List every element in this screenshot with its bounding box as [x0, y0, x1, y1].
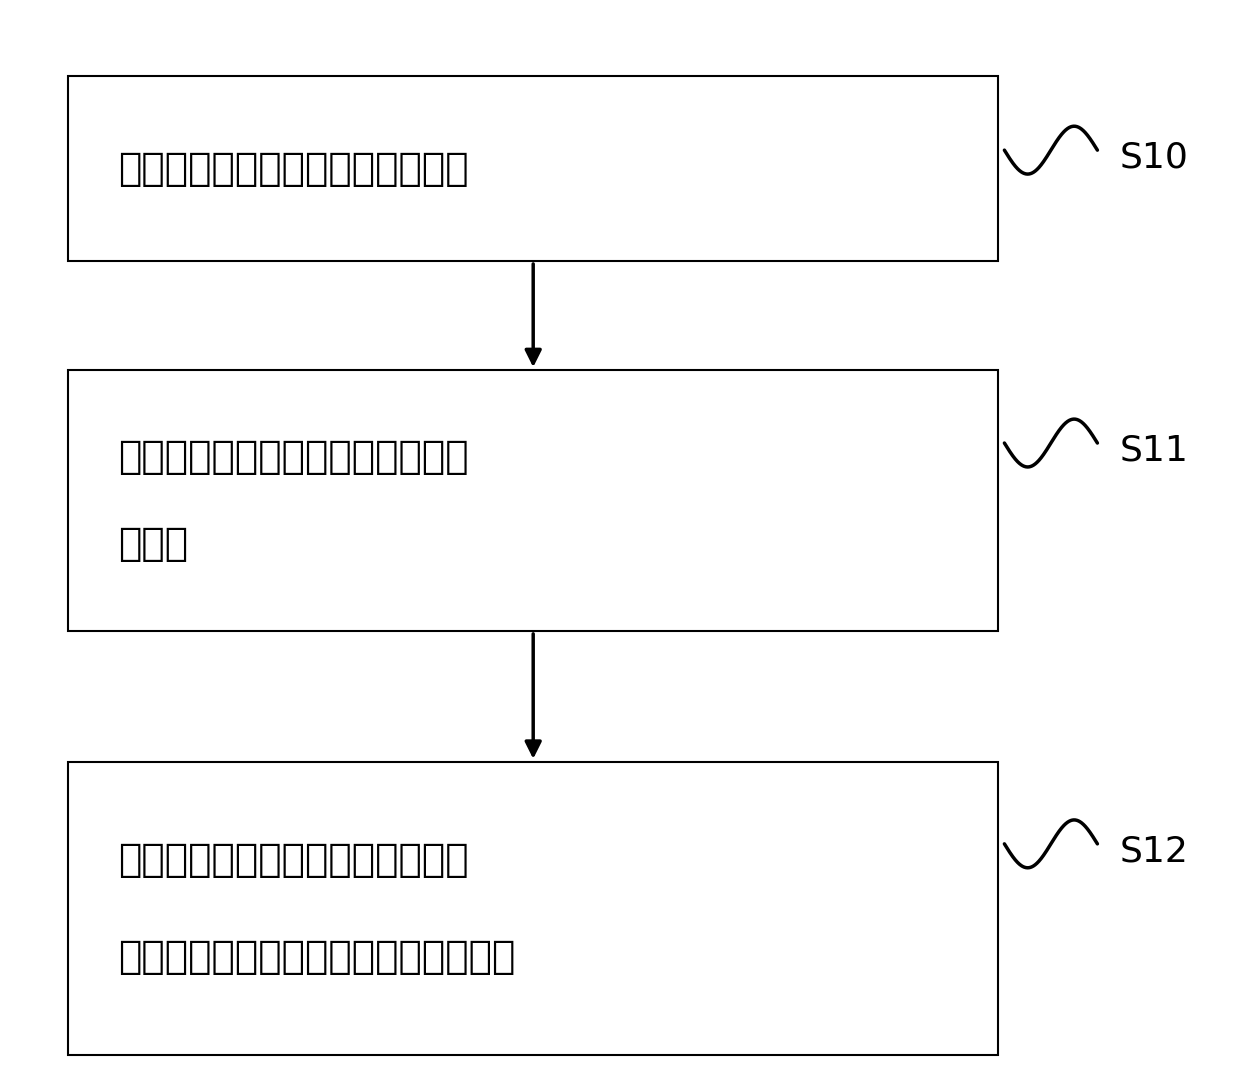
Text: 比例尺计算出所标记点之间的实际距离: 比例尺计算出所标记点之间的实际距离 — [118, 939, 515, 976]
Bar — [68, 762, 998, 1055]
Bar — [68, 370, 998, 631]
Text: S12: S12 — [1120, 834, 1189, 868]
Text: 根据图纸距离和版式数据流文件的: 根据图纸距离和版式数据流文件的 — [118, 841, 469, 878]
Bar — [68, 76, 998, 261]
Text: 标记版式数据流文件上的至少两点: 标记版式数据流文件上的至少两点 — [118, 150, 469, 187]
Text: 计算当前比例下所标记点之间的图: 计算当前比例下所标记点之间的图 — [118, 438, 469, 475]
Text: S10: S10 — [1120, 140, 1189, 174]
Text: S11: S11 — [1120, 433, 1189, 467]
Text: 纸距离: 纸距离 — [118, 526, 188, 562]
